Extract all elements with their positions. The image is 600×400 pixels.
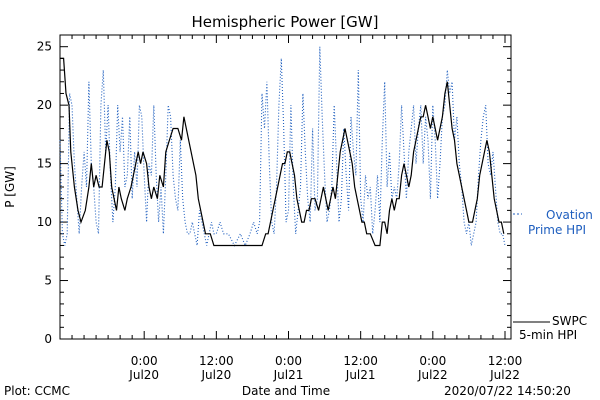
x-tick-time-label: 12:00 <box>343 354 378 368</box>
series-line-ovation-prime <box>59 46 506 247</box>
x-tick-time-label: 0:00 <box>275 354 302 368</box>
y-tick-label: 0 <box>44 332 52 346</box>
x-tick-date-label: Jul22 <box>489 368 520 382</box>
footer-timestamp: 2020/07/22 14:50:20 <box>444 384 571 398</box>
x-tick-time-label: 0:00 <box>419 354 446 368</box>
x-tick-date-label: Jul20 <box>128 368 159 382</box>
x-axis-label: Date and Time <box>242 384 330 398</box>
x-tick-time-label: 12:00 <box>199 354 234 368</box>
legend-swpc-line1: SWPC <box>552 314 587 328</box>
legend: Ovation Prime HPI SWPC 5-min HPI <box>513 208 593 342</box>
x-axis: 0:00Jul2012:00Jul200:00Jul2112:00Jul210:… <box>59 35 523 382</box>
legend-swpc-line2: 5-min HPI <box>519 328 577 342</box>
chart-title: Hemispheric Power [GW] <box>192 13 379 31</box>
x-tick-date-label: Jul22 <box>417 368 448 382</box>
y-axis-label: P [GW] <box>3 166 17 208</box>
x-tick-date-label: Jul20 <box>200 368 231 382</box>
x-tick-date-label: Jul21 <box>273 368 304 382</box>
y-axis: 0 5 10 15 20 25 <box>37 34 511 346</box>
x-tick-date-label: Jul21 <box>345 368 376 382</box>
y-tick-label: 20 <box>37 98 52 112</box>
y-tick-label: 10 <box>37 215 52 229</box>
legend-ovation-line2: Prime HPI <box>528 223 586 237</box>
footer-plot-label: Plot: CCMC <box>4 384 70 398</box>
y-tick-label: 5 <box>44 274 52 288</box>
series-layer <box>59 46 506 247</box>
series-line-swpc <box>60 57 505 247</box>
x-tick-time-label: 12:00 <box>488 354 523 368</box>
x-tick-time-label: 0:00 <box>131 354 158 368</box>
y-tick-label: 25 <box>37 40 52 54</box>
y-tick-label: 15 <box>37 157 52 171</box>
plot-area-frame <box>59 34 512 340</box>
legend-ovation-line1: Ovation <box>546 208 593 222</box>
